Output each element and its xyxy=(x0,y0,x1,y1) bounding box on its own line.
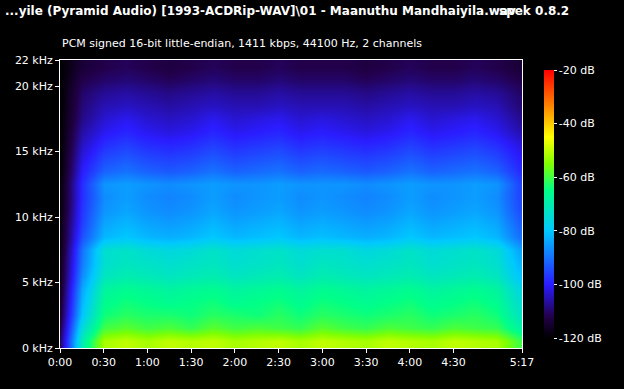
svg-text:-40 dB: -40 dB xyxy=(559,117,595,130)
svg-text:3:00: 3:00 xyxy=(310,356,335,369)
svg-text:-100 dB: -100 dB xyxy=(559,278,602,291)
svg-text:...yile (Pyramid Audio) [1993-: ...yile (Pyramid Audio) [1993-ACDRip-WAV… xyxy=(5,4,516,18)
svg-text:0 kHz: 0 kHz xyxy=(22,342,53,355)
svg-text:0:00: 0:00 xyxy=(48,356,73,369)
svg-text:-80 dB: -80 dB xyxy=(559,225,595,238)
svg-text:1:00: 1:00 xyxy=(135,356,160,369)
svg-text:5 kHz: 5 kHz xyxy=(22,276,53,289)
svg-text:2:30: 2:30 xyxy=(266,356,291,369)
svg-text:22 kHz: 22 kHz xyxy=(15,54,53,67)
svg-text:-60 dB: -60 dB xyxy=(559,171,595,184)
svg-text:5:17: 5:17 xyxy=(510,356,535,369)
svg-text:10 kHz: 10 kHz xyxy=(15,211,53,224)
svg-text:20 kHz: 20 kHz xyxy=(15,80,53,93)
svg-text:1:30: 1:30 xyxy=(179,356,204,369)
svg-text:spek 0.8.2: spek 0.8.2 xyxy=(499,4,569,18)
svg-text:15 kHz: 15 kHz xyxy=(15,145,53,158)
svg-text:3:30: 3:30 xyxy=(354,356,379,369)
svg-text:0:30: 0:30 xyxy=(91,356,116,369)
svg-text:4:00: 4:00 xyxy=(397,356,422,369)
svg-text:4:30: 4:30 xyxy=(441,356,466,369)
svg-text:2:00: 2:00 xyxy=(223,356,248,369)
svg-text:-20 dB: -20 dB xyxy=(559,64,595,77)
svg-text:-120 dB: -120 dB xyxy=(559,332,602,345)
svg-text:PCM signed 16-bit little-endia: PCM signed 16-bit little-endian, 1411 kb… xyxy=(62,37,422,50)
